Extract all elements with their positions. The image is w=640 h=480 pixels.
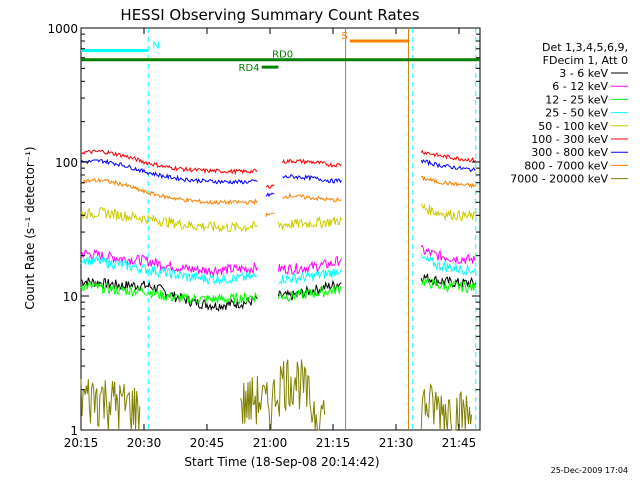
x-tick-label-0: 20:15 — [64, 436, 99, 450]
footer-date: 25-Dec-2009 17:04 — [551, 466, 628, 475]
y-tick-label-1: 10 — [63, 290, 78, 304]
series-line-0-seg-2 — [420, 273, 477, 289]
legend-entry-4: 50 - 100 keV — [538, 120, 608, 133]
legend-header-line-1: Det 1,3,4,5,6,9, — [542, 41, 628, 54]
y-tick-label-2: 100 — [55, 156, 78, 170]
x-axis-ticks: 20:15 20:30 20:45 21:00 21:15 21:30 21:45 — [64, 28, 477, 450]
legend-entry-1: 6 - 12 keV — [552, 80, 608, 93]
series-line-3-seg-0 — [80, 255, 258, 286]
annotation-label-2: RD0 — [272, 50, 293, 61]
series-line-7-seg-3 — [421, 175, 476, 189]
legend-entry-5: 100 - 300 keV — [531, 133, 608, 146]
series-line-4-seg-1 — [277, 215, 342, 231]
legend-entry-8: 7000 - 20000 keV — [510, 173, 608, 186]
legend-header-line-2: FDecim 1, Att 0 — [543, 54, 628, 67]
series-line-6-seg-3 — [420, 159, 476, 173]
x-tick-label-1: 20:30 — [127, 436, 162, 450]
series-line-2-seg-1 — [277, 284, 342, 303]
series-line-1-seg-0 — [80, 248, 258, 278]
x-tick-label-4: 21:15 — [316, 436, 351, 450]
legend-entry-7: 800 - 7000 keV — [524, 159, 608, 172]
legend-entry-0: 3 - 6 keV — [559, 67, 608, 80]
plot-area: N RD0 RD4 S — [80, 27, 481, 431]
x-tick-label-6: 21:45 — [442, 436, 477, 450]
series-line-6-seg-0 — [80, 158, 258, 185]
legend: Det 1,3,4,5,6,9, FDecim 1, Att 0 3 - 6 k… — [510, 41, 628, 186]
x-tick-label-5: 21:30 — [379, 436, 414, 450]
series-line-8-seg-1 — [240, 359, 326, 431]
series-line-8-seg-0 — [80, 378, 141, 431]
series-line-1-seg-2 — [420, 244, 476, 265]
x-tick-label-3: 21:00 — [253, 436, 288, 450]
series-line-5-seg-1 — [265, 184, 275, 189]
series-line-6-seg-2 — [282, 173, 342, 184]
series-line-6-seg-1 — [265, 192, 275, 198]
y-axis-ticks: 1 10 100 1000 — [47, 22, 480, 438]
series-line-5-seg-2 — [282, 158, 342, 168]
annotation-label-3: RD4 — [239, 63, 260, 74]
series-line-8-seg-2 — [420, 382, 473, 431]
series-line-2-seg-0 — [80, 281, 258, 305]
y-axis-label: Count Rate (s⁻¹ detector⁻¹) — [23, 146, 37, 309]
series-line-7-seg-2 — [282, 192, 342, 203]
chart-title: HESSI Observing Summary Count Rates — [120, 6, 419, 24]
series-line-3-seg-1 — [278, 268, 342, 285]
series-line-3-seg-2 — [420, 253, 477, 276]
legend-entry-2: 12 - 25 keV — [545, 93, 608, 106]
series-line-2-seg-2 — [420, 276, 477, 294]
annotation-label-4: S — [341, 31, 347, 42]
series-line-7-seg-1 — [265, 212, 275, 218]
series-line-5-seg-0 — [80, 149, 258, 176]
y-tick-label-0: 1 — [70, 424, 78, 438]
series-line-5-seg-3 — [420, 149, 477, 163]
y-tick-label-3: 1000 — [47, 22, 78, 36]
plot-frame — [80, 27, 481, 431]
x-axis-label: Start Time (18-Sep-08 20:14:42) — [184, 455, 379, 469]
x-tick-label-2: 20:45 — [190, 436, 225, 450]
series-line-1-seg-1 — [277, 255, 342, 276]
series-line-4-seg-2 — [420, 203, 477, 222]
series-line-7-seg-0 — [80, 177, 258, 206]
annotation-label-0: N — [152, 40, 159, 51]
legend-entry-3: 25 - 50 keV — [545, 107, 608, 120]
legend-entry-6: 300 - 800 keV — [531, 146, 608, 159]
series-line-4-seg-0 — [80, 206, 258, 233]
